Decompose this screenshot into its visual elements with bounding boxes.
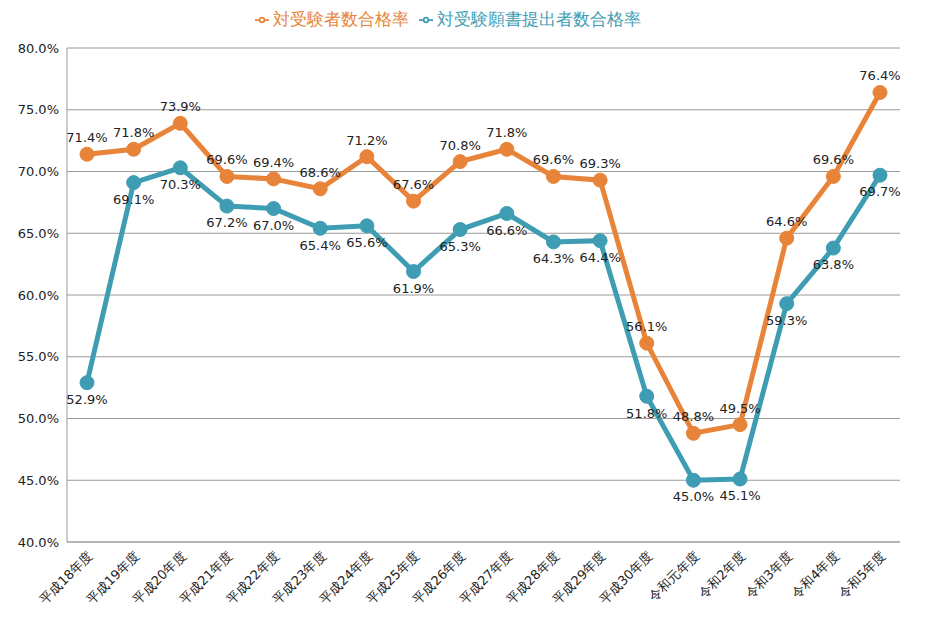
- svg-text:80.0%: 80.0%: [18, 41, 59, 56]
- svg-text:令和2年度: 令和2年度: [695, 548, 748, 601]
- svg-text:平成26年度: 平成26年度: [409, 548, 469, 608]
- svg-text:65.0%: 65.0%: [18, 226, 59, 241]
- svg-text:平成21年度: 平成21年度: [176, 548, 236, 608]
- svg-text:67.2%: 67.2%: [206, 215, 247, 230]
- svg-text:52.9%: 52.9%: [66, 392, 107, 407]
- svg-text:71.2%: 71.2%: [346, 133, 387, 148]
- svg-text:45.0%: 45.0%: [673, 489, 714, 504]
- svg-text:67.6%: 67.6%: [393, 177, 434, 192]
- svg-text:65.4%: 65.4%: [300, 238, 341, 253]
- svg-text:平成28年度: 平成28年度: [503, 548, 563, 608]
- svg-text:64.3%: 64.3%: [533, 251, 574, 266]
- svg-text:平成29年度: 平成29年度: [549, 548, 609, 608]
- svg-text:51.8%: 51.8%: [626, 406, 667, 421]
- svg-text:70.3%: 70.3%: [160, 177, 201, 192]
- svg-text:69.6%: 69.6%: [206, 152, 247, 167]
- svg-text:75.0%: 75.0%: [18, 102, 59, 117]
- html-text:対受験願書提出者数合格率: 対受験願書提出者数合格率: [436, 9, 641, 29]
- svg-text:平成25年度: 平成25年度: [363, 548, 423, 608]
- svg-text:71.8%: 71.8%: [486, 125, 527, 140]
- svg-text:令和4年度: 令和4年度: [789, 548, 842, 601]
- svg-text:59.3%: 59.3%: [766, 313, 807, 328]
- svg-text:令和元年度: 令和元年度: [645, 548, 702, 605]
- svg-text:71.8%: 71.8%: [113, 125, 154, 140]
- svg-text:69.7%: 69.7%: [859, 184, 900, 199]
- svg-text:平成22年度: 平成22年度: [223, 548, 283, 608]
- svg-text:平成27年度: 平成27年度: [456, 548, 516, 608]
- svg-text:平成24年度: 平成24年度: [316, 548, 376, 608]
- svg-text:67.0%: 67.0%: [253, 218, 294, 233]
- svg-text:平成19年度: 平成19年度: [83, 548, 143, 608]
- svg-text:70.0%: 70.0%: [18, 164, 59, 179]
- svg-text:76.4%: 76.4%: [859, 68, 900, 83]
- svg-text:69.4%: 69.4%: [253, 155, 294, 170]
- html-text:対受験者数合格率: 対受験者数合格率: [272, 9, 409, 29]
- svg-text:73.9%: 73.9%: [160, 99, 201, 114]
- svg-text:64.4%: 64.4%: [579, 250, 620, 265]
- svg-text:平成23年度: 平成23年度: [269, 548, 329, 608]
- svg-text:平成30年度: 平成30年度: [596, 548, 655, 607]
- svg-text:69.6%: 69.6%: [533, 152, 574, 167]
- svg-text:56.1%: 56.1%: [626, 319, 667, 334]
- svg-text:68.6%: 68.6%: [300, 165, 341, 180]
- svg-text:49.5%: 49.5%: [719, 401, 760, 416]
- svg-text:45.0%: 45.0%: [18, 473, 59, 488]
- svg-text:48.8%: 48.8%: [673, 409, 714, 424]
- svg-text:平成20年度: 平成20年度: [129, 548, 189, 608]
- svg-text:69.6%: 69.6%: [813, 152, 854, 167]
- svg-text:64.6%: 64.6%: [766, 214, 807, 229]
- svg-text:50.0%: 50.0%: [18, 411, 59, 426]
- svg-text:令和5年度: 令和5年度: [835, 548, 888, 601]
- svg-text:61.9%: 61.9%: [393, 281, 434, 296]
- svg-text:45.1%: 45.1%: [719, 488, 760, 503]
- svg-text:69.3%: 69.3%: [579, 156, 620, 171]
- svg-text:66.6%: 66.6%: [486, 223, 527, 238]
- svg-text:令和3年度: 令和3年度: [742, 548, 795, 601]
- svg-text:63.8%: 63.8%: [813, 257, 854, 272]
- svg-text:65.6%: 65.6%: [346, 235, 387, 250]
- svg-text:71.4%: 71.4%: [66, 130, 107, 145]
- svg-text:65.3%: 65.3%: [440, 239, 481, 254]
- svg-text:40.0%: 40.0%: [18, 535, 59, 550]
- svg-text:60.0%: 60.0%: [18, 288, 59, 303]
- svg-text:70.8%: 70.8%: [440, 138, 481, 153]
- svg-text:平成18年度: 平成18年度: [36, 548, 96, 608]
- svg-text:69.1%: 69.1%: [113, 192, 154, 207]
- svg-text:55.0%: 55.0%: [18, 349, 59, 364]
